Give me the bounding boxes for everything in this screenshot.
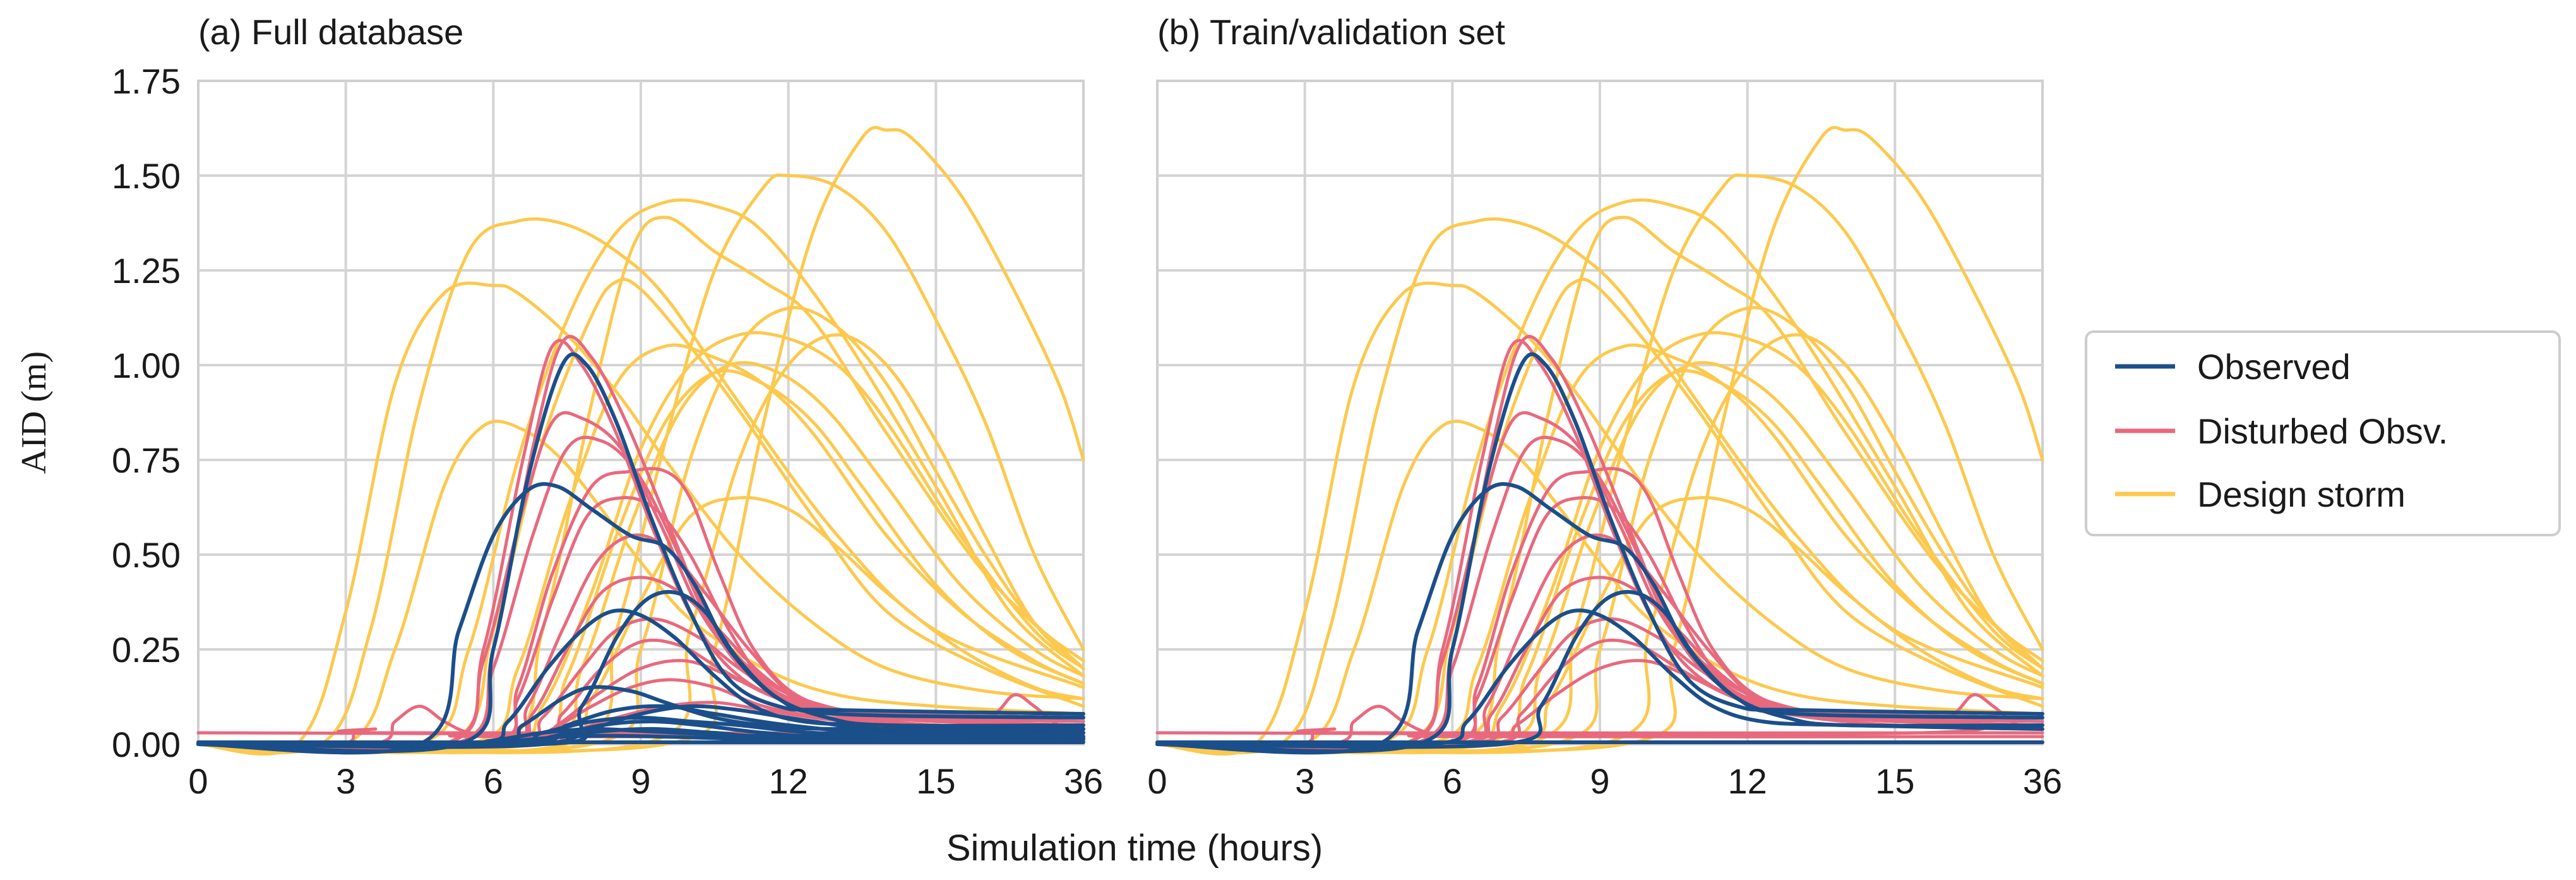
panel-full-database: 0 3 6 9 12 15 36 0.000.250.500.751.001.251.501… [15,12,1103,801]
x-tick-labels: 0 3 6 9 12 15 36 [1147,761,2062,801]
x-tick-label: 9 [631,761,650,801]
x-tick-label: 3 [336,761,355,801]
legend-item-disturbed: Disturbed Obsv. [2115,411,2448,451]
legend-box [2085,330,2561,536]
y-tick-label: 0.25 [112,630,181,670]
legend: Observed Disturbed Obsv. Design storm [2085,330,2561,536]
series-line-design [1155,333,2044,754]
y-tick-label: 1.25 [112,251,181,291]
x-tick-label: 12 [769,761,808,801]
x-tick-label: 6 [484,761,503,801]
series-line-design [196,419,1085,753]
panel-title: (b) Train/validation set [1157,12,1505,52]
x-tick-label: 9 [1590,761,1609,801]
y-tick-label: 1.00 [112,346,181,385]
series-line-design [1155,277,2044,754]
series-lines [1155,126,2044,756]
series-line-design [196,333,1085,754]
x-axis-label: Simulation time (hours) [946,828,1323,869]
series-line-design [1155,198,2044,753]
series-line-observed [196,733,1085,747]
series-lines [196,126,1085,756]
series-line-design [1155,419,2044,753]
series-line-design [1155,215,2044,754]
x-tick-label: 12 [1728,761,1767,801]
series-line-design [1155,217,2044,754]
y-tick-label: 0.75 [112,440,181,480]
y-tick-label: 1.50 [112,156,181,196]
legend-label: Observed [2197,347,2351,387]
y-axis-label: AID (m) [15,351,54,474]
x-tick-label: 36 [2023,761,2062,801]
series-line-observed [196,352,1085,754]
x-tick-label: 0 [1147,761,1167,801]
x-tick-labels: 0 3 6 9 12 15 36 [188,761,1103,801]
legend-item-observed: Observed [2115,347,2351,387]
series-line-design [196,343,1085,752]
x-tick-label: 15 [1875,761,1914,801]
panel-title: (a) Full database [198,12,463,52]
panel-train-validation-set: 0 3 6 9 12 15 36 (b) Train/validation set [1147,12,2062,801]
series-line-observed [1155,352,2044,754]
x-tick-label: 0 [188,761,208,801]
legend-label: Disturbed Obsv. [2197,411,2448,451]
legend-label: Design storm [2197,474,2406,514]
series-line-design [196,215,1085,754]
series-line-design [196,217,1085,754]
series-line-design [1155,173,2044,754]
x-tick-label: 36 [1064,761,1103,801]
x-tick-label: 15 [916,761,955,801]
series-line-design [196,277,1085,754]
x-tick-label: 6 [1443,761,1462,801]
y-tick-labels: 0.00 0.25 0.50 0.75 1.00 1.25 1.50 1.75 [112,61,181,764]
series-line-design [196,198,1085,753]
series-line-design [1155,343,2044,752]
y-tick-label: 0.00 [112,725,181,764]
x-tick-label: 3 [1295,761,1315,801]
legend-item-design-storm: Design storm [2115,474,2406,514]
y-tick-label: 0.50 [112,535,181,575]
y-tick-label: 1.75 [112,61,181,101]
